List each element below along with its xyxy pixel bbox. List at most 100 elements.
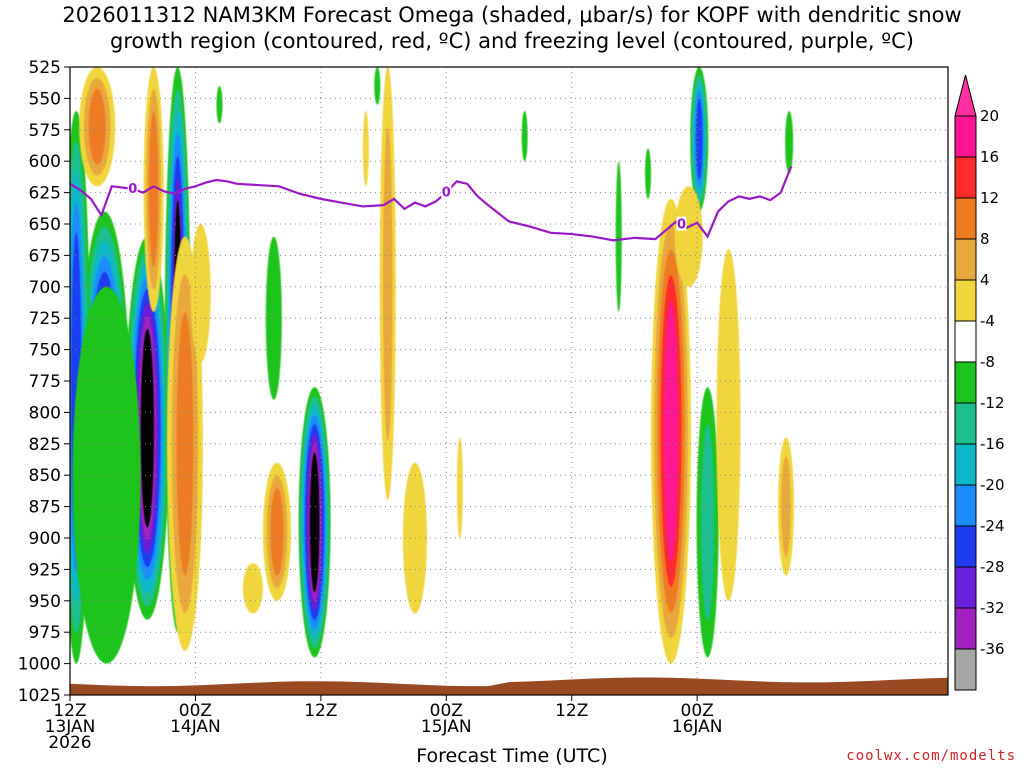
y-tick-label: 750 — [29, 341, 61, 361]
freezing-level-label: 0 — [128, 182, 137, 197]
colorbar-swatch — [954, 361, 977, 404]
colorbar-swatch — [954, 443, 977, 486]
downward-patch-7-level-0 — [716, 249, 741, 601]
colorbar-swatch — [954, 648, 977, 691]
colorbar-label: -24 — [980, 517, 1005, 535]
colorbar-label: -8 — [980, 353, 995, 371]
y-tick-label: 875 — [29, 498, 61, 518]
y-tick-label: 1025 — [18, 686, 61, 706]
colorbar-label: -20 — [980, 476, 1005, 494]
x-tick-label: 12Z — [53, 701, 86, 721]
y-tick-label: 575 — [29, 121, 61, 141]
y-tick-label: 725 — [29, 309, 61, 329]
freezing-level-contour: 0 0 0 — [70, 165, 793, 242]
y-tick-label: 825 — [29, 435, 61, 455]
colorbar-label: 16 — [980, 148, 999, 166]
y-tick-label: 625 — [29, 184, 61, 204]
y-tick-label: 675 — [29, 246, 61, 266]
chart-title-line-2: growth region (contoured, red, ºC) and f… — [110, 29, 914, 53]
upward-core-2-level-7 — [140, 328, 154, 528]
downward-core-1-level-2 — [176, 312, 194, 576]
x-tick-label: 00Z — [681, 701, 714, 721]
upward-core-5-level-4 — [695, 98, 703, 180]
colorbar-label: -16 — [980, 435, 1005, 453]
y-axis: 525 550 575 600 625 650 675 700 725 750 775 800 825 8… — [18, 58, 70, 706]
colorbar-label: -4 — [980, 312, 995, 330]
colorbar-swatch — [954, 238, 977, 281]
x-tick-label: 16JAN — [672, 717, 723, 737]
freezing-label-bg-2 — [676, 216, 687, 231]
omega-shading — [70, 67, 794, 664]
colorbar-swatch — [954, 607, 977, 650]
freezing-label-bg-1 — [441, 184, 452, 199]
colorbar-label: 20 — [980, 107, 999, 125]
upward-patch-5-level-0 — [615, 161, 622, 312]
y-tick-label: 950 — [29, 592, 61, 612]
x-axis-title: Forecast Time (UTC) — [416, 745, 608, 767]
colorbar-swatch — [954, 115, 977, 158]
downward-patch-5-level-0 — [456, 437, 463, 538]
freezing-level-label: 0 — [677, 218, 686, 233]
y-tick-label: 775 — [29, 372, 61, 392]
colorbar-swatch — [954, 484, 977, 527]
terrain-fill — [70, 677, 948, 695]
y-tick-label: 525 — [29, 58, 61, 78]
x-tick-label: 00Z — [179, 701, 212, 721]
upward-patch-6-level-0 — [645, 148, 652, 199]
upward-patch-1-level-0 — [265, 236, 282, 400]
downward-patch-1-level-0 — [190, 223, 211, 363]
colorbar: 20 16 12 8 4 -4 -8 -12 -16 -20 -24 -28 -32 -36 — [954, 74, 1005, 691]
x-tick-label: 13JAN — [45, 717, 96, 737]
terrain-ground — [70, 677, 948, 695]
y-tick-label: 600 — [29, 152, 61, 172]
y-tick-label: 975 — [29, 623, 61, 643]
downward-patch-2-level-0 — [242, 563, 263, 614]
y-tick-label: 800 — [29, 403, 61, 423]
credit-link[interactable]: coolwx.com/modelts — [846, 748, 1016, 764]
y-tick-label: 650 — [29, 215, 61, 235]
x-tick-label: 12Z — [304, 701, 337, 721]
colorbar-swatch — [954, 197, 977, 240]
x-tick-label: 00Z — [430, 701, 463, 721]
colorbar-label: -28 — [980, 558, 1005, 576]
colorbar-swatch — [954, 566, 977, 609]
colorbar-swatch — [954, 156, 977, 199]
y-tick-label: 550 — [29, 89, 61, 109]
freezing-label-bg-0 — [127, 180, 138, 195]
upward-core-6-level-1 — [700, 424, 715, 621]
y-tick-label: 900 — [29, 529, 61, 549]
x-tick-label: 14JAN — [170, 717, 221, 737]
downward-patch-3-level-0 — [362, 110, 369, 187]
y-tick-label: 1000 — [18, 655, 61, 675]
downward-patch-6-level-0 — [674, 186, 703, 287]
colorbar-label: 4 — [980, 271, 990, 289]
downward-core-2-level-2 — [270, 487, 284, 576]
y-tick-label: 700 — [29, 278, 61, 298]
upward-patch-2-level-0 — [216, 85, 223, 124]
colorbar-swatch — [954, 525, 977, 568]
upward-patch-7-level-0 — [785, 110, 794, 174]
colorbar-label: -32 — [980, 599, 1005, 617]
colorbar-top-arrow — [954, 74, 977, 117]
upward-patch-4-level-0 — [521, 110, 528, 162]
chart-title: 2026011312 NAM3KM Forecast Omega (shaded… — [0, 2, 1024, 54]
upward-patch-3-level-0 — [374, 67, 381, 105]
chart-title-line-1: 2026011312 NAM3KM Forecast Omega (shaded… — [62, 3, 962, 27]
upward-halo-1-level-0 — [72, 286, 141, 664]
colorbar-swatch — [954, 320, 977, 363]
freezing-level-label: 0 — [442, 186, 451, 201]
y-tick-label: 925 — [29, 560, 61, 580]
colorbar-label: -36 — [980, 640, 1005, 658]
colorbar-swatch — [954, 402, 977, 445]
freezing-level-line — [70, 165, 793, 242]
downward-top-1-level-2 — [88, 88, 106, 165]
x-tick-label: 15JAN — [421, 717, 472, 737]
downward-core-3-level-4 — [663, 301, 679, 562]
colorbar-swatch — [954, 279, 977, 322]
downward-patch-4-level-0 — [402, 462, 427, 614]
colorbar-label: 12 — [980, 189, 999, 207]
colorbar-label: 8 — [980, 230, 990, 248]
downward-column-1-level-1 — [382, 126, 393, 441]
